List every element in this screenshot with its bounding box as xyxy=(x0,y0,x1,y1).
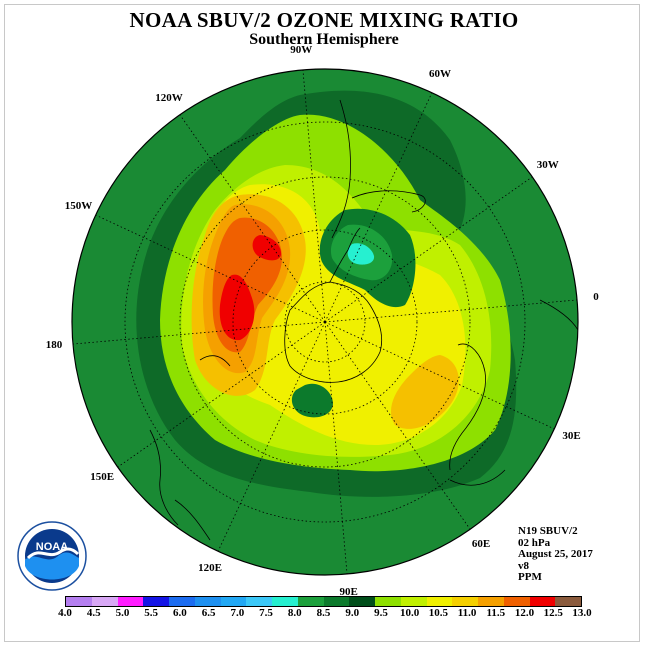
colorbar-tick-label: 12.5 xyxy=(543,607,563,619)
graticule xyxy=(72,69,578,575)
colorbar-swatch xyxy=(426,597,453,606)
colorbar-swatch xyxy=(194,597,221,606)
longitude-label: 90W xyxy=(290,44,313,57)
version-label: v8 xyxy=(518,559,529,572)
colorbar-swatch xyxy=(117,597,144,606)
colorbar-tick-label: 10.0 xyxy=(400,607,420,619)
colorbar-tick-label: 6.5 xyxy=(201,607,216,619)
colorbar-tick-label: 11.5 xyxy=(486,607,506,619)
longitude-label: 120W xyxy=(155,92,183,105)
band-10.5-11-east xyxy=(390,355,459,429)
band-12-12.5-north xyxy=(252,235,282,261)
coastlines xyxy=(149,99,578,541)
colorbar-swatch xyxy=(555,597,581,606)
colorbar-swatch xyxy=(503,597,530,606)
colorbar-tick-label: 7.0 xyxy=(230,607,245,619)
date-label: August 25, 2017 xyxy=(518,548,593,560)
colorbar-swatch xyxy=(272,597,298,606)
longitude-label: 150E xyxy=(90,471,115,483)
colorbar-tick-label: 7.5 xyxy=(259,607,273,619)
colorbar-swatch xyxy=(323,597,350,606)
colorbar-swatch xyxy=(349,597,375,606)
colorbar xyxy=(65,596,582,607)
colorbar-tick-label: 9.0 xyxy=(345,607,360,619)
colorbar-swatch xyxy=(91,597,118,606)
noaa-logo: NOAA xyxy=(16,520,88,597)
colorbar-swatch xyxy=(529,597,556,606)
longitude-label: 0 xyxy=(593,291,599,304)
colorbar-tick-label: 5.5 xyxy=(144,607,159,619)
band-12-12.5 xyxy=(219,274,255,341)
pressure-level: 02 hPa xyxy=(518,536,551,549)
colorbar-tick-label: 8.0 xyxy=(287,607,302,619)
longitude-label: 60W xyxy=(428,68,451,81)
colorbar-swatch xyxy=(478,597,504,606)
longitude-label: 30E xyxy=(562,429,581,442)
longitude-label: 60E xyxy=(471,537,491,550)
colorbar-swatch xyxy=(297,597,324,606)
colorbar-tick-label: 11.0 xyxy=(457,607,477,619)
image-frame xyxy=(4,4,640,642)
map-boundary xyxy=(71,68,579,576)
colorbar-tick-label: 4.0 xyxy=(58,607,72,619)
colorbar-swatch xyxy=(400,597,427,606)
colorbar-tick-label: 8.5 xyxy=(316,607,331,619)
colorbar-tick-label: 6.0 xyxy=(173,607,187,619)
colorbar-swatch xyxy=(246,597,272,606)
units-label: PPM xyxy=(518,571,542,583)
longitude-label: 30W xyxy=(536,158,559,171)
longitude-label: 150W xyxy=(64,200,93,213)
colorbar-swatch xyxy=(143,597,169,606)
map-title: NOAA SBUV/2 OZONE MIXING RATIO xyxy=(129,8,519,32)
longitude-label: 120E xyxy=(198,561,222,574)
colorbar-swatch xyxy=(66,597,92,606)
colorbar-ticks: 4.0 4.5 5.0 5.5 6.0 6.5 7.0 7.5 8.0 8.5 9.0 9.5 10.0… xyxy=(0,607,648,621)
map-subtitle: Southern Hemisphere xyxy=(249,31,399,48)
colorbar-tick-label: 9.5 xyxy=(374,607,388,619)
colorbar-swatch xyxy=(220,597,247,606)
colorbar-swatch xyxy=(452,597,478,606)
colorbar-swatch xyxy=(169,597,195,606)
colorbar-tick-label: 5.0 xyxy=(115,607,130,619)
satellite-label: N19 SBUV/2 xyxy=(518,525,578,537)
longitude-label: 90E xyxy=(339,585,358,598)
low-center-south xyxy=(291,383,333,418)
colorbar-tick-label: 4.5 xyxy=(86,607,101,619)
colorbar-tick-label: 12.0 xyxy=(514,607,535,619)
colorbar-tick-label: 10.5 xyxy=(428,607,448,619)
info-block: N19 SBUV/2 02 hPa August 25, 2017 v8 PPM xyxy=(518,525,593,584)
noaa-emblem-icon: NOAA xyxy=(17,521,87,591)
logo-text: NOAA xyxy=(36,541,68,553)
colorbar-tick-label: 13.0 xyxy=(572,607,592,619)
colorbar-swatch xyxy=(375,597,401,606)
longitude-label: 180 xyxy=(45,338,63,351)
